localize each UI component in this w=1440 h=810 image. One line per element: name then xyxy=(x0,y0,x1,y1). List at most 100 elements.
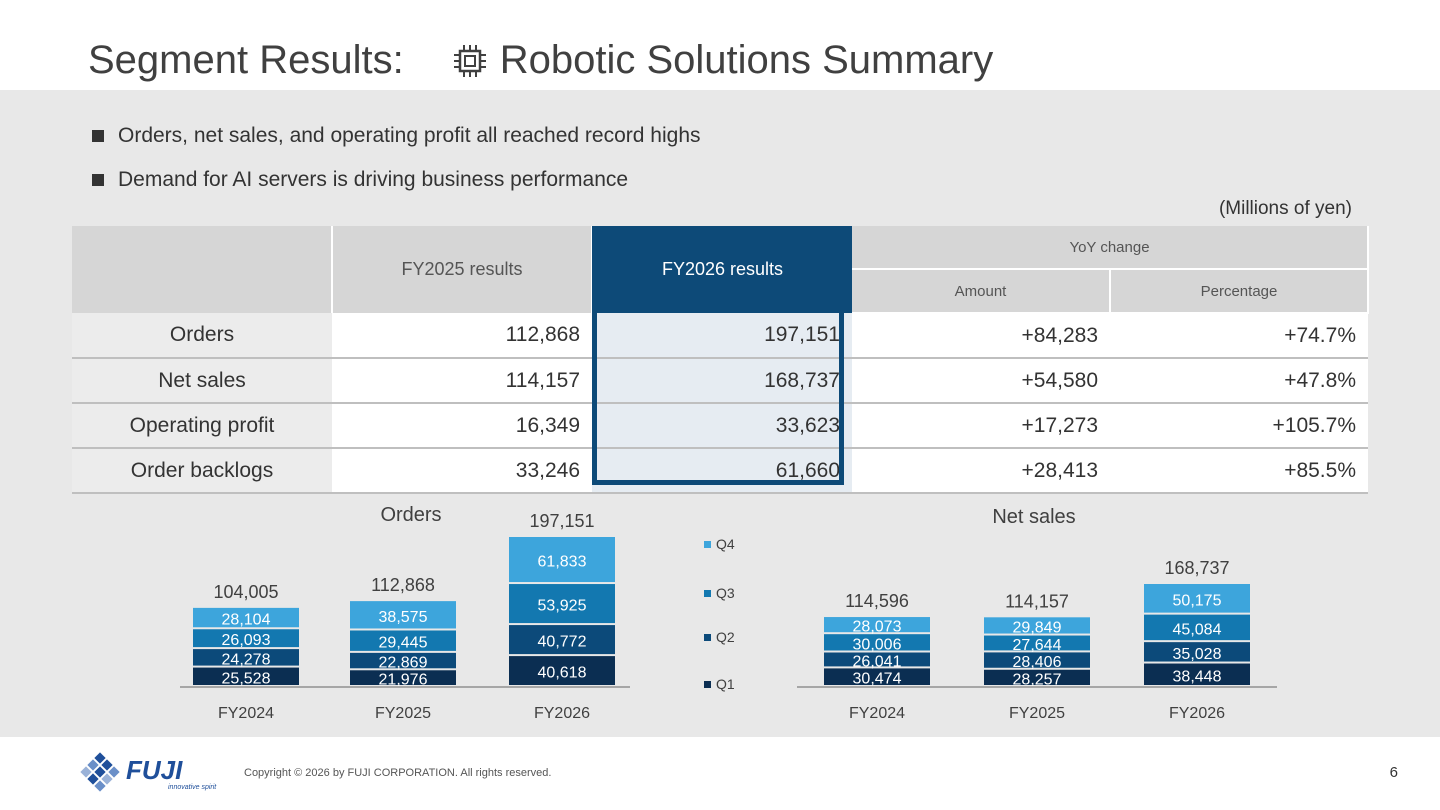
bullet-1: Orders, net sales, and operating profit … xyxy=(92,124,701,148)
row-label: Orders xyxy=(72,313,332,359)
table-row: Operating profit 16,349 33,623 +17,273 +… xyxy=(72,403,1368,449)
total-label: 114,596 xyxy=(845,591,909,611)
total-label: 112,868 xyxy=(371,575,435,595)
cell-fy2025: 112,868 xyxy=(332,313,592,359)
data-label: 28,073 xyxy=(853,619,902,636)
cell-percentage: +105.7% xyxy=(1110,403,1368,449)
fuji-logo: FUJI innovative spirit xyxy=(80,752,217,792)
bar-segment xyxy=(193,629,299,648)
data-label: 38,575 xyxy=(379,609,428,626)
cell-fy2026: 197,151 xyxy=(592,313,852,359)
data-label: 53,925 xyxy=(538,598,587,615)
cell-amount: +84,283 xyxy=(852,313,1110,359)
bar-segment xyxy=(1144,584,1250,613)
cell-fy2026: 168,737 xyxy=(592,358,852,404)
bar-segment xyxy=(984,635,1090,651)
data-label: 28,104 xyxy=(222,612,271,629)
svg-text:FUJI: FUJI xyxy=(126,755,183,785)
header-amount: Amount xyxy=(852,269,1111,314)
data-label: 29,445 xyxy=(379,635,428,652)
results-table: FY2025 results FY2026 results YoY change… xyxy=(72,226,1369,494)
cell-amount: +54,580 xyxy=(852,358,1110,404)
data-label: 22,869 xyxy=(379,655,428,672)
data-label: 27,644 xyxy=(1013,637,1062,654)
bar-segment xyxy=(824,668,930,685)
total-label: 168,737 xyxy=(1164,558,1229,578)
bar-segment xyxy=(509,625,615,655)
data-label: 26,041 xyxy=(853,653,902,670)
data-label: 50,175 xyxy=(1173,592,1222,609)
data-label: 61,833 xyxy=(538,554,587,571)
data-label: 21,976 xyxy=(379,672,428,689)
table-row: Orders 112,868 197,151 +84,283 +74.7% xyxy=(72,313,1368,359)
bar-segment xyxy=(1144,642,1250,662)
bullet-2: Demand for AI servers is driving busines… xyxy=(92,168,628,192)
page-title: Segment Results: Robotic Solutions Summa… xyxy=(88,38,993,83)
tick-label: FY2025 xyxy=(1009,705,1065,722)
fuji-logo-mark-icon xyxy=(80,752,120,792)
copyright: Copyright © 2026 by FUJI CORPORATION. Al… xyxy=(244,767,552,779)
row-label: Net sales xyxy=(72,358,332,404)
bar-segment xyxy=(193,667,299,685)
page-number: 6 xyxy=(1389,764,1398,781)
tick-label: FY2026 xyxy=(1169,705,1225,722)
cell-percentage: +74.7% xyxy=(1110,313,1368,359)
tick-label: FY2024 xyxy=(849,705,905,722)
data-label: 25,528 xyxy=(222,670,271,687)
legend-item: Q4 xyxy=(716,536,735,552)
cell-fy2025: 114,157 xyxy=(332,358,592,404)
title-part1: Segment Results: xyxy=(88,38,404,82)
legend-item: Q3 xyxy=(716,585,735,601)
legend-item: Q1 xyxy=(716,676,735,692)
total-label: 197,151 xyxy=(529,511,594,531)
data-label: 38,448 xyxy=(1173,668,1222,685)
tick-label: FY2026 xyxy=(534,705,590,722)
bar-segment xyxy=(509,656,615,685)
tick-label: FY2025 xyxy=(375,705,431,722)
cell-fy2025: 16,349 xyxy=(332,403,592,449)
data-label: 35,028 xyxy=(1173,646,1222,663)
header-percentage: Percentage xyxy=(1110,269,1369,314)
bar-segment xyxy=(509,537,615,583)
header-empty xyxy=(72,226,333,313)
bar-segment xyxy=(984,669,1090,685)
bar-segment xyxy=(350,630,456,651)
total-label: 114,157 xyxy=(1005,591,1069,611)
cell-percentage: +47.8% xyxy=(1110,358,1368,404)
title-part2: Robotic Solutions Summary xyxy=(499,38,994,82)
legend-swatch xyxy=(704,681,711,688)
data-label: 40,772 xyxy=(538,634,587,651)
chip-icon xyxy=(453,44,486,77)
bar-segment xyxy=(193,607,299,628)
cell-percentage: +85.5% xyxy=(1110,448,1368,494)
data-label: 24,278 xyxy=(222,651,271,668)
cell-fy2026: 61,660 xyxy=(592,448,852,494)
bar-segment xyxy=(1144,663,1250,685)
data-label: 26,093 xyxy=(222,632,271,649)
data-label: 28,257 xyxy=(1013,671,1062,688)
bar-segment xyxy=(824,617,930,633)
table-row: Order backlogs 33,246 61,660 +28,413 +85… xyxy=(72,448,1368,494)
legend-swatch xyxy=(704,634,711,641)
header-fy2025: FY2025 results xyxy=(332,226,593,313)
svg-text:innovative spirit: innovative spirit xyxy=(168,784,217,791)
cell-amount: +28,413 xyxy=(852,448,1110,494)
row-label: Operating profit xyxy=(72,403,332,449)
bar-segment xyxy=(1144,614,1250,641)
data-label: 28,406 xyxy=(1013,654,1062,671)
chart-title: Net sales xyxy=(992,506,1075,528)
bar-segment xyxy=(350,601,456,629)
cell-fy2026: 33,623 xyxy=(592,403,852,449)
header-yoy: YoY change xyxy=(852,226,1369,270)
data-label: 40,618 xyxy=(538,665,587,682)
row-label: Order backlogs xyxy=(72,448,332,494)
data-label: 29,849 xyxy=(1013,619,1062,636)
header-fy2026: FY2026 results xyxy=(592,226,852,313)
bar-segment xyxy=(509,584,615,624)
legend-item: Q2 xyxy=(716,629,735,645)
legend-swatch xyxy=(704,590,711,597)
bar-segment xyxy=(984,652,1090,668)
units-label: (Millions of yen) xyxy=(1218,198,1352,219)
data-label: 30,006 xyxy=(853,636,902,653)
